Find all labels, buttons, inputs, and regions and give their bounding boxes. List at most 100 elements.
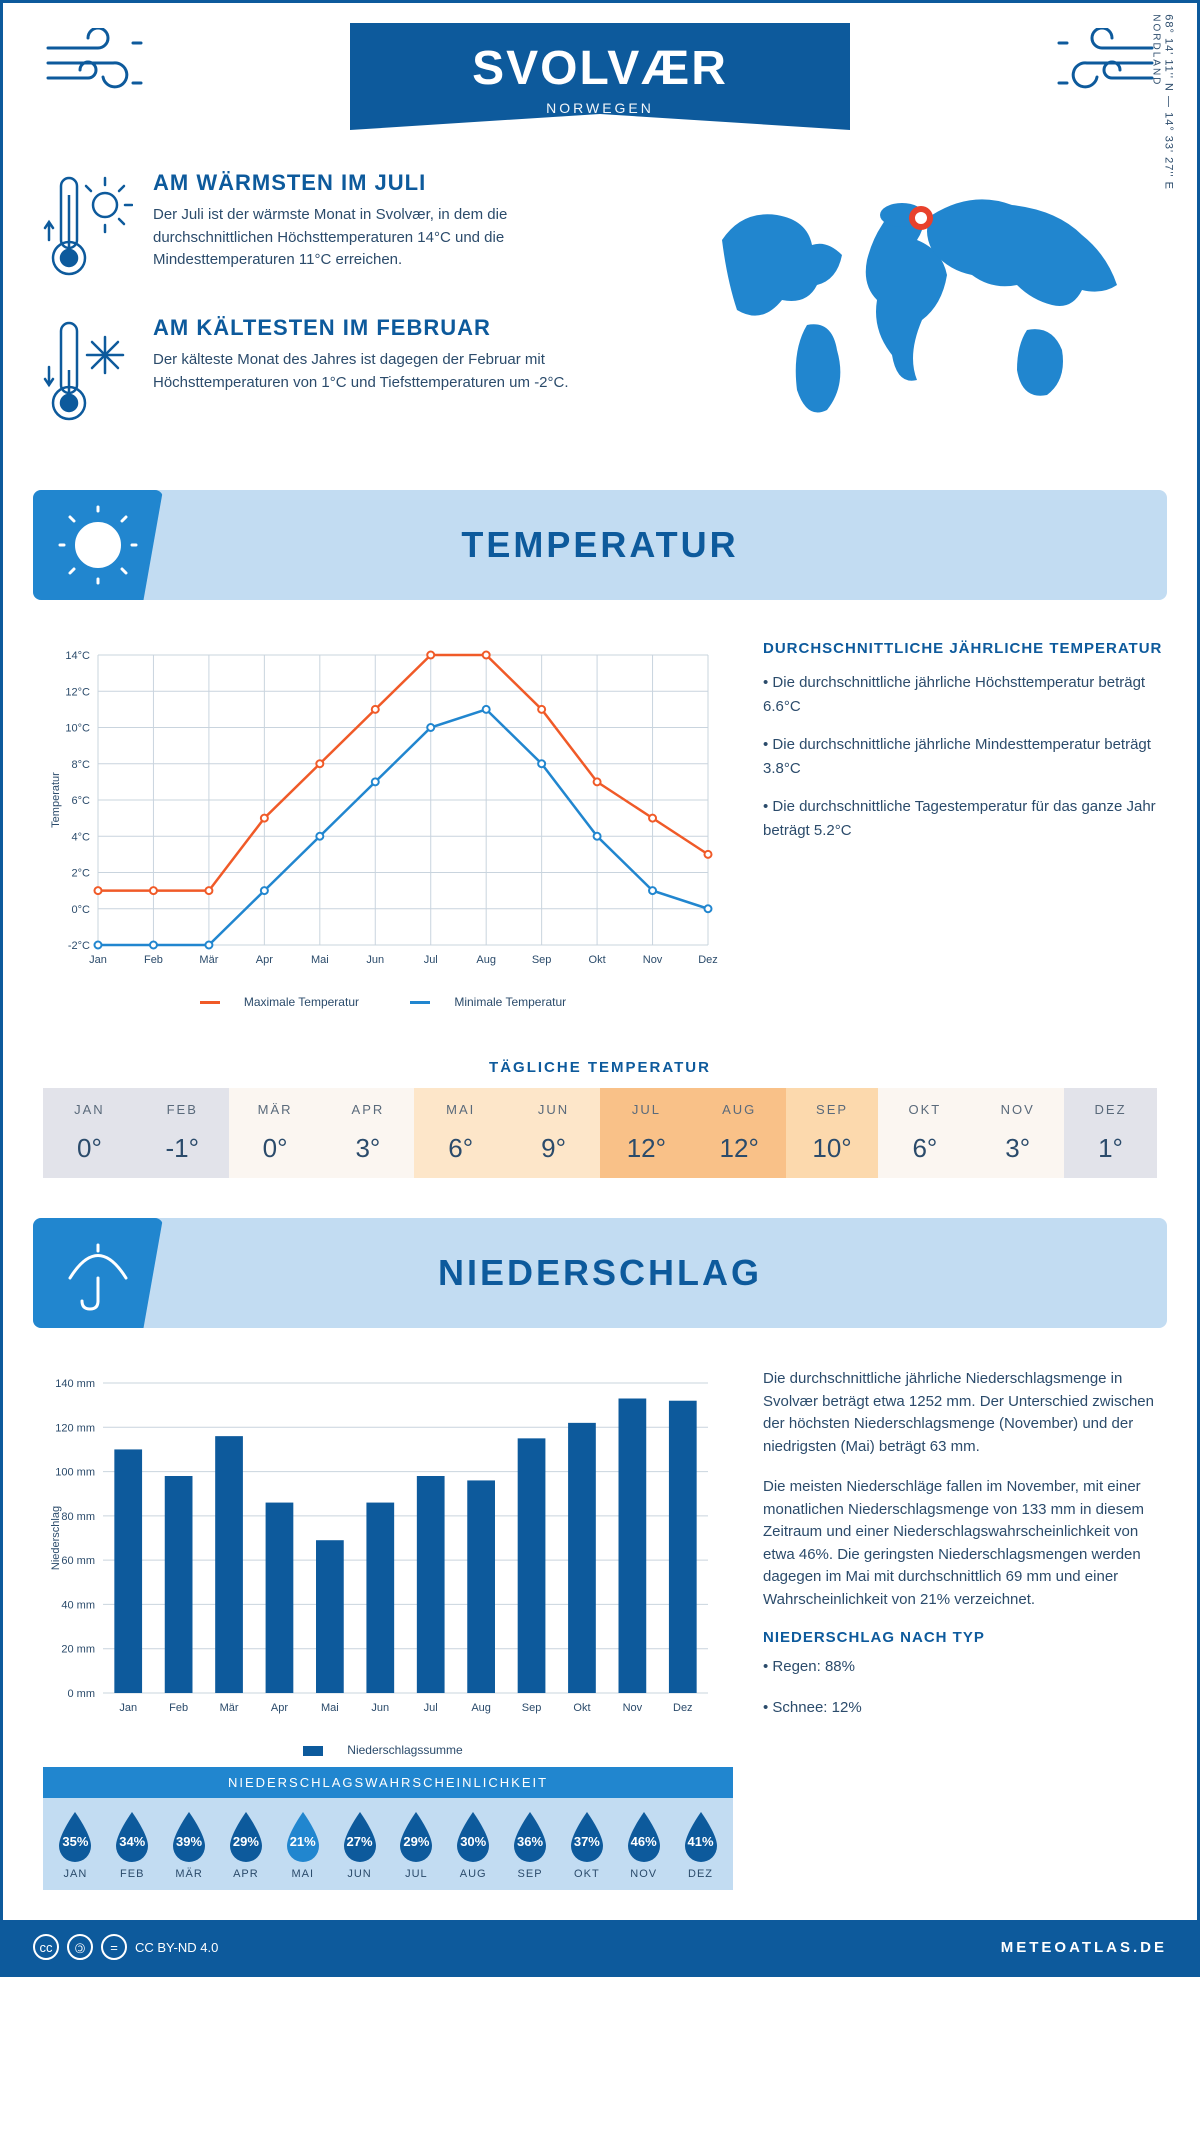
svg-text:Jul: Jul [424, 954, 438, 966]
svg-text:80 mm: 80 mm [61, 1511, 95, 1523]
daily-temp-strip: JAN0°FEB-1°MÄR0°APR3°MAI6°JUN9°JUL12°AUG… [43, 1088, 1157, 1178]
daily-cell: JUN9° [507, 1088, 600, 1178]
svg-text:Jan: Jan [89, 954, 107, 966]
prob-cell: 36%SEP [502, 1810, 559, 1880]
svg-text:6°C: 6°C [72, 795, 91, 807]
svg-text:Feb: Feb [169, 1702, 188, 1714]
temp-legend: Maximale Temperatur Minimale Temperatur [43, 995, 723, 1009]
prob-cell: 46%NOV [615, 1810, 672, 1880]
svg-text:Sep: Sep [522, 1702, 542, 1714]
svg-text:Jul: Jul [424, 1702, 438, 1714]
svg-text:Mai: Mai [311, 954, 329, 966]
warmest-text: Der Juli ist der wärmste Monat in Svolvæ… [153, 204, 573, 272]
coldest-text: Der kälteste Monat des Jahres ist dagege… [153, 349, 573, 394]
prob-cell: 41%DEZ [672, 1810, 729, 1880]
svg-text:140 mm: 140 mm [55, 1378, 95, 1390]
world-map: 68° 14' 11'' N — 14° 33' 27'' E NORDLAND [697, 170, 1157, 460]
svg-text:Nov: Nov [623, 1702, 643, 1714]
daily-cell: MÄR0° [229, 1088, 322, 1178]
umbrella-icon [33, 1218, 163, 1328]
svg-text:Jun: Jun [366, 954, 384, 966]
svg-text:12°C: 12°C [65, 686, 90, 698]
svg-text:0 mm: 0 mm [68, 1688, 96, 1700]
warmest-title: AM WÄRMSTEN IM JULI [153, 170, 573, 196]
svg-text:Aug: Aug [476, 954, 496, 966]
temp-area: -2°C0°C2°C4°C6°C8°C10°C12°C14°CJanFebMär… [3, 610, 1197, 1039]
daily-cell: SEP10° [786, 1088, 879, 1178]
prob-cell: 29%APR [217, 1810, 274, 1880]
svg-text:Temperatur: Temperatur [50, 772, 62, 828]
svg-text:Mai: Mai [321, 1702, 339, 1714]
svg-text:100 mm: 100 mm [55, 1467, 95, 1479]
prob-cell: 30%AUG [445, 1810, 502, 1880]
daily-cell: APR3° [321, 1088, 414, 1178]
wind-icon [1047, 28, 1157, 103]
svg-text:8°C: 8°C [72, 759, 91, 771]
site-name: METEOATLAS.DE [1001, 1939, 1167, 1956]
prob-cell: 27%JUN [331, 1810, 388, 1880]
cc-icon: cc [33, 1934, 59, 1960]
infographic-page: SVOLVÆR NORWEGEN AM WÄRMSTEN IM JULI Der… [0, 0, 1200, 1977]
svg-text:Apr: Apr [256, 954, 273, 966]
precip-chart: 0 mm20 mm40 mm60 mm80 mm100 mm120 mm140 … [43, 1368, 723, 1757]
svg-text:Okt: Okt [573, 1702, 590, 1714]
prob-cell: 37%OKT [558, 1810, 615, 1880]
svg-text:4°C: 4°C [72, 831, 91, 843]
coordinates: 68° 14' 11'' N — 14° 33' 27'' E NORDLAND [1151, 14, 1175, 190]
precip-legend: Niederschlagssumme [43, 1743, 723, 1757]
svg-text:Mär: Mär [199, 954, 218, 966]
prob-cell: 34%FEB [104, 1810, 161, 1880]
svg-text:Dez: Dez [673, 1702, 693, 1714]
info-left: AM WÄRMSTEN IM JULI Der Juli ist der wär… [43, 170, 667, 460]
warmest-block: AM WÄRMSTEN IM JULI Der Juli ist der wär… [43, 170, 667, 285]
svg-text:Mär: Mär [220, 1702, 239, 1714]
svg-text:Okt: Okt [589, 954, 606, 966]
svg-text:Dez: Dez [698, 954, 718, 966]
prob-cell: 39%MÄR [161, 1810, 218, 1880]
svg-text:Feb: Feb [144, 954, 163, 966]
daily-cell: MAI6° [414, 1088, 507, 1178]
daily-cell: NOV3° [971, 1088, 1064, 1178]
svg-text:Apr: Apr [271, 1702, 288, 1714]
svg-text:Aug: Aug [471, 1702, 491, 1714]
daily-cell: DEZ1° [1064, 1088, 1157, 1178]
daily-cell: AUG12° [693, 1088, 786, 1178]
svg-text:40 mm: 40 mm [61, 1599, 95, 1611]
by-icon: 🄯 [67, 1934, 93, 1960]
temp-heading: TEMPERATUR [163, 524, 1037, 566]
svg-text:Nov: Nov [643, 954, 663, 966]
svg-text:2°C: 2°C [72, 868, 91, 880]
daily-cell: JUL12° [600, 1088, 693, 1178]
nd-icon: = [101, 1934, 127, 1960]
svg-text:120 mm: 120 mm [55, 1422, 95, 1434]
section-header-temp: TEMPERATUR [33, 490, 1167, 600]
svg-text:Jun: Jun [371, 1702, 389, 1714]
svg-text:Sep: Sep [532, 954, 552, 966]
coldest-title: AM KÄLTESTEN IM FEBRUAR [153, 315, 573, 341]
svg-text:Niederschlag: Niederschlag [50, 1506, 62, 1570]
prob-title: NIEDERSCHLAGSWAHRSCHEINLICHKEIT [43, 1767, 733, 1798]
svg-text:14°C: 14°C [65, 650, 90, 662]
prob-cell: 29%JUL [388, 1810, 445, 1880]
precip-text: Die durchschnittliche jährliche Niedersc… [763, 1368, 1163, 1757]
precip-heading: NIEDERSCHLAG [163, 1252, 1037, 1294]
footer: cc 🄯 = CC BY-ND 4.0 METEOATLAS.DE [3, 1920, 1197, 1974]
temp-chart: -2°C0°C2°C4°C6°C8°C10°C12°C14°CJanFebMär… [43, 640, 723, 1009]
daily-cell: OKT6° [878, 1088, 971, 1178]
coldest-block: AM KÄLTESTEN IM FEBRUAR Der kälteste Mon… [43, 315, 667, 430]
probability-strip: NIEDERSCHLAGSWAHRSCHEINLICHKEIT 35%JAN34… [43, 1767, 733, 1890]
precip-area: 0 mm20 mm40 mm60 mm80 mm100 mm120 mm140 … [3, 1338, 1197, 1767]
city-title: SVOLVÆR [430, 41, 770, 96]
info-row: AM WÄRMSTEN IM JULI Der Juli ist der wär… [3, 140, 1197, 480]
header: SVOLVÆR NORWEGEN [3, 3, 1197, 140]
thermometer-cold-icon [43, 315, 133, 430]
prob-cell: 21%MAI [274, 1810, 331, 1880]
daily-title: TÄGLICHE TEMPERATUR [3, 1059, 1197, 1076]
daily-cell: FEB-1° [136, 1088, 229, 1178]
thermometer-hot-icon [43, 170, 133, 285]
svg-text:-2°C: -2°C [68, 940, 90, 952]
svg-text:Jan: Jan [119, 1702, 137, 1714]
wind-icon [43, 28, 153, 103]
title-banner: SVOLVÆR NORWEGEN [350, 23, 850, 130]
prob-cell: 35%JAN [47, 1810, 104, 1880]
